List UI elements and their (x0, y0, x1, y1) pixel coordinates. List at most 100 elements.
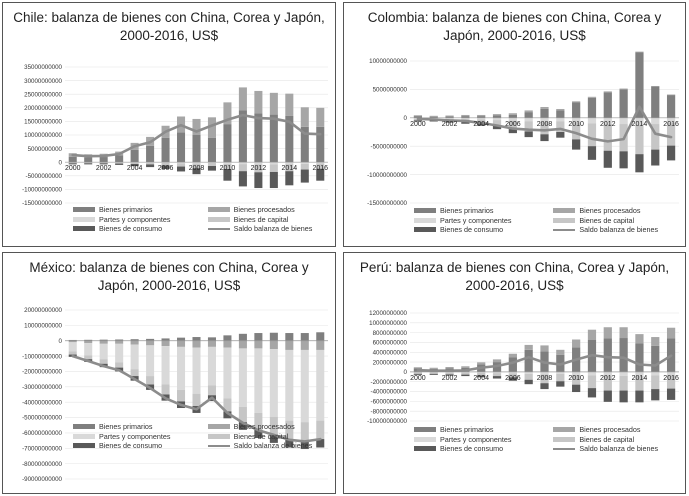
bar-segment (540, 107, 549, 109)
bar-segment (161, 162, 170, 164)
bar-segment (651, 371, 660, 376)
bar-segment (223, 169, 232, 181)
chart-panel-colombia: Colombia: balanza de bienes con China, C… (343, 2, 686, 247)
legend-item: Saldo balanza de bienes (553, 225, 658, 234)
bar-segment (524, 112, 533, 118)
bar-segment (461, 117, 470, 120)
bar-segment (572, 374, 581, 385)
bar-segment (99, 343, 108, 360)
bar-segment (666, 375, 676, 389)
legend-swatch (73, 207, 95, 212)
bar-segment (508, 377, 517, 381)
legend-swatch (73, 433, 95, 439)
bar-segment (115, 340, 124, 344)
x-tick-label: 2008 (189, 165, 205, 172)
bar-segment (223, 335, 232, 341)
bar-segment (492, 114, 502, 116)
bar-segment (285, 439, 294, 448)
y-tick-label: -4000000000 (371, 389, 408, 396)
bar-segment (130, 369, 139, 377)
bar-segment (587, 97, 597, 118)
bar-segment (651, 337, 660, 346)
legend-item: Partes y componentes (414, 435, 512, 444)
bar-segment (161, 340, 170, 347)
bar-segment (635, 334, 644, 344)
bar-segment (316, 162, 325, 164)
y-tick-label: -50000000000 (22, 415, 62, 422)
x-tick-label: 2014 (632, 121, 648, 128)
bar-segment (68, 351, 77, 355)
bar-segment (619, 375, 628, 391)
bar-segment (603, 338, 612, 372)
x-tick-label: 2000 (65, 165, 81, 172)
bar-segment (316, 420, 325, 440)
bar-segment (603, 117, 612, 125)
x-tick-label: 2012 (600, 375, 616, 382)
bar-segment (300, 349, 309, 423)
legend-swatch (414, 217, 436, 223)
x-tick-label: 2012 (600, 121, 616, 128)
bar-segment (269, 162, 278, 165)
bar-segment (269, 171, 278, 189)
bar-segment (146, 376, 155, 385)
bar-segment (603, 375, 612, 391)
bar-segment (619, 88, 628, 90)
chart-panel-mexico: México: balanza de bienes con China, Cor… (2, 252, 336, 494)
bar-segment (413, 372, 423, 374)
bar-segment (540, 121, 549, 135)
legend-item: Bienes primarios (414, 425, 494, 434)
bar-segment (207, 346, 216, 386)
bar-segment (300, 162, 309, 164)
legend-label: Bienes de capital (233, 214, 289, 224)
x-tick-label: 2006 (505, 375, 521, 382)
bar-segment (285, 333, 294, 341)
bar-segment (192, 393, 201, 407)
bar-segment (587, 388, 597, 398)
bar-segment (492, 359, 502, 363)
series-line-saldo (416, 353, 673, 372)
bar-segment (556, 121, 565, 132)
legend-label: Bienes procesados (579, 206, 641, 215)
bar-segment (524, 371, 533, 374)
bar-segment (508, 117, 517, 121)
bar-segment (300, 163, 309, 170)
bar-segment (572, 117, 581, 123)
bar-segment (254, 412, 263, 430)
bar-segment (115, 362, 124, 368)
bar-segment (207, 337, 216, 341)
bar-segment (635, 371, 644, 376)
bar-segment (603, 371, 612, 376)
bar-segment (587, 146, 597, 160)
bar-segment (269, 332, 278, 341)
bar-segment (238, 164, 247, 172)
chart-plot: 10000000000 5000000000 0 -5000000000 -100000… (367, 51, 679, 207)
bar-segment (524, 379, 533, 385)
y-tick-label: 0 (404, 115, 408, 122)
bar-segment (413, 373, 423, 375)
bar-segment (68, 340, 77, 343)
bar-segment (238, 333, 247, 341)
bar-segment (587, 371, 597, 376)
bar-segment (285, 349, 294, 421)
bar-segment (477, 117, 486, 120)
bar-segment (99, 339, 108, 341)
legend-item: Bienes primarios (414, 206, 494, 215)
bar-segment (666, 117, 676, 123)
bar-segment (603, 390, 612, 402)
bar-segment (300, 340, 309, 350)
legend-item: Bienes de capital (553, 435, 634, 444)
bar-segment (269, 92, 278, 115)
bar-segment (146, 345, 155, 377)
y-tick-label: 10000000000 (24, 132, 62, 139)
chart-title: Colombia: balanza de bienes con China, C… (367, 10, 662, 43)
y-tick-label: -15000000000 (367, 200, 407, 207)
bar-segment (68, 156, 77, 163)
chart-legend: Bienes primarios Bienes procesados Partes … (73, 205, 327, 245)
bar-segment (84, 157, 93, 163)
y-tick-label: 6000000000 (373, 340, 408, 347)
bar-segment (477, 116, 486, 118)
bar-segment (556, 349, 565, 355)
bar-segment (556, 110, 565, 118)
bar-segment (254, 333, 263, 341)
legend-label: Bienes procesados (233, 422, 295, 431)
